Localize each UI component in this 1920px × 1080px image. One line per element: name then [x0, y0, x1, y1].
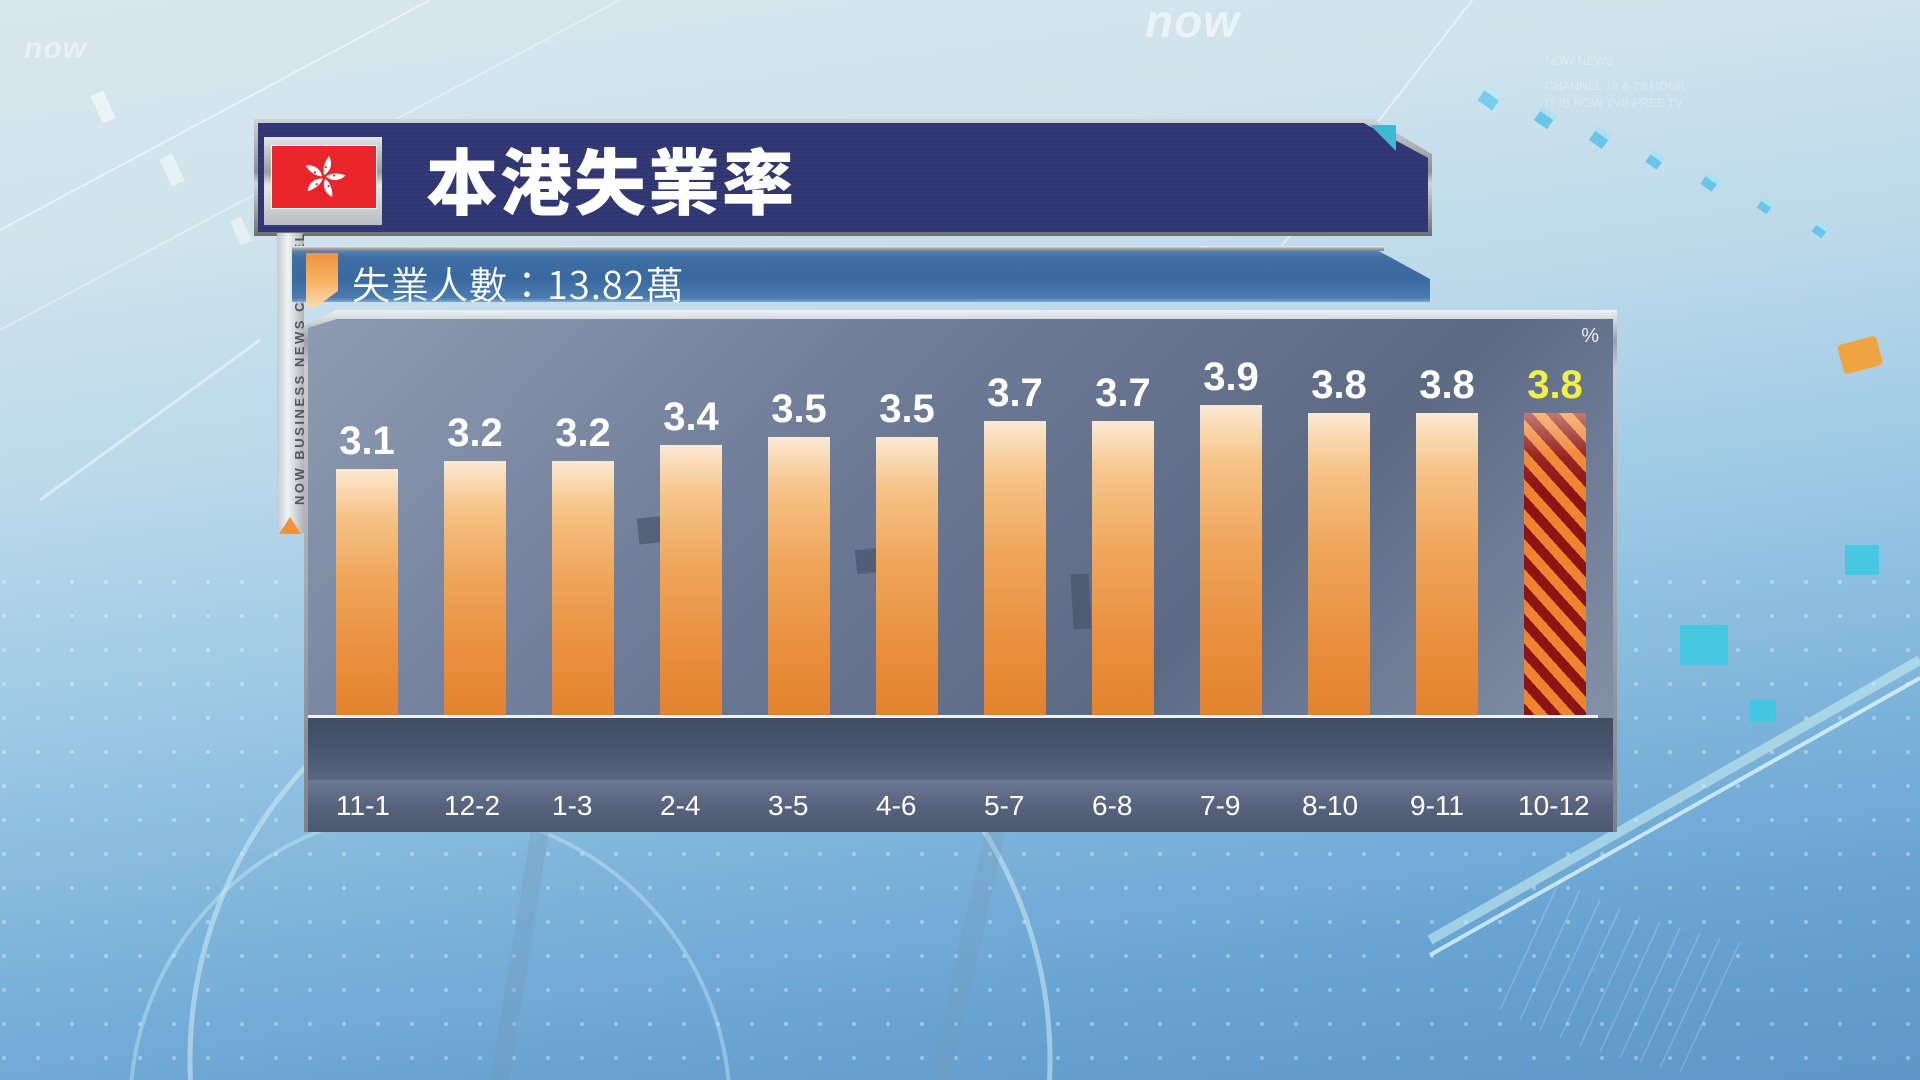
svg-text:NOW NEWS: NOW NEWS — [1545, 54, 1614, 68]
svg-text:IT IS NOW TVB FREE TV: IT IS NOW TVB FREE TV — [1545, 96, 1683, 110]
svg-text:CHANNEL 18 & 28 HOUR: CHANNEL 18 & 28 HOUR — [1545, 79, 1686, 93]
